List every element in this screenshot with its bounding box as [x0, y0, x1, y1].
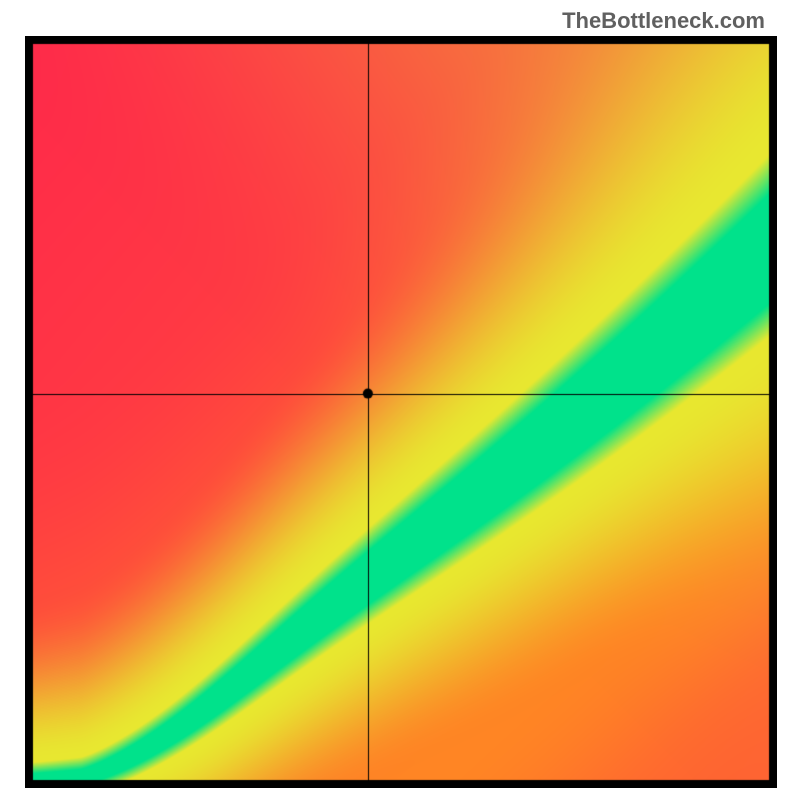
chart-container: TheBottleneck.com [0, 0, 800, 800]
bottleneck-heatmap [25, 36, 777, 788]
watermark-label: TheBottleneck.com [562, 8, 765, 34]
